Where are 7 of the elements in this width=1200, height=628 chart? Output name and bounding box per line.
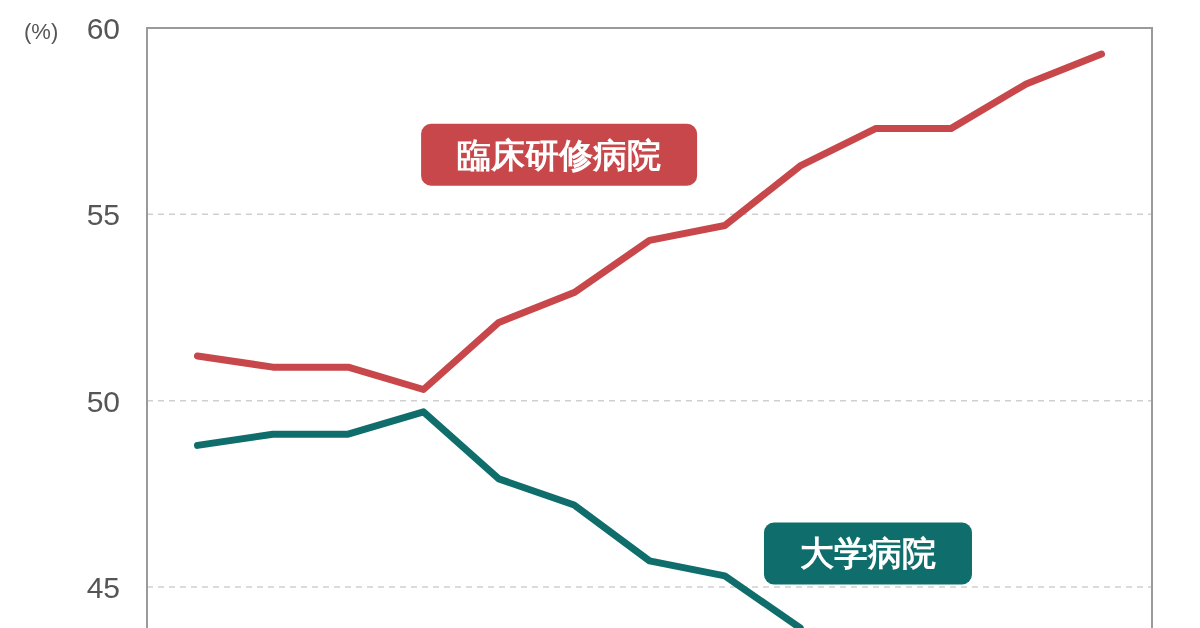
y-tick-label: 60 bbox=[86, 12, 120, 45]
y-axis-title: (%) bbox=[24, 19, 59, 44]
series-label: 大学病院 bbox=[799, 534, 936, 573]
y-tick-label: 45 bbox=[86, 571, 120, 605]
y-tick-label: 55 bbox=[86, 198, 120, 232]
series-label: 臨床研修病院 bbox=[457, 135, 662, 174]
y-tick-label: 50 bbox=[86, 384, 120, 418]
